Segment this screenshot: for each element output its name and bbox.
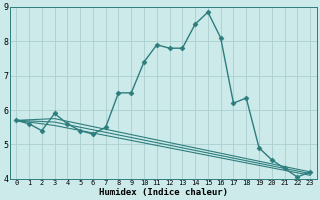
- X-axis label: Humidex (Indice chaleur): Humidex (Indice chaleur): [99, 188, 228, 197]
